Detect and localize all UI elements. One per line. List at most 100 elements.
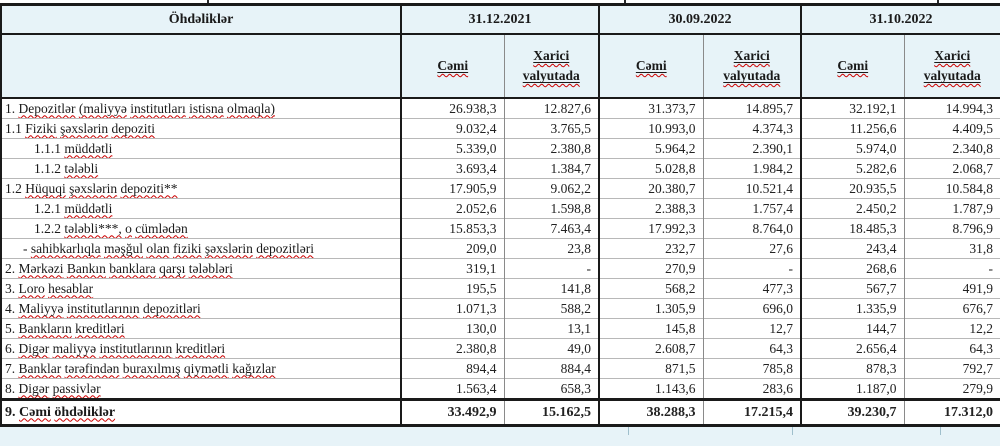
cell-value: 1.984,2	[702, 158, 801, 179]
table-title: Öhdəliklər	[1, 4, 401, 35]
subcolumn-header-total: Cəmi	[400, 34, 504, 99]
cell-value: 144,7	[800, 318, 904, 339]
table-row: 1.1.1 müddətli 5.339,0 2.380,8 5.964,2 2…	[1, 138, 1000, 159]
subcolumn-header-total: Cəmi	[800, 34, 904, 99]
cell-value: 871,5	[598, 358, 703, 379]
row-label: 6. Digər maliyyə institutlarının kreditl…	[1, 338, 401, 359]
row-label: 2. Mərkəzi Bankın banklara qarşı tələblə…	[1, 258, 401, 279]
cell-value: 1.071,3	[400, 298, 504, 319]
row-label: 8. Digər passivlər	[1, 378, 401, 400]
total-row: 9. Cəmi öhdəliklər 33.492,9 15.162,5 38.…	[1, 398, 1000, 426]
cell-value: 11.256,6	[800, 118, 904, 139]
cell-value: 2.608,7	[598, 338, 703, 359]
table-row: 3. Loro hesablar 195,5 141,8 568,2 477,3…	[1, 278, 1000, 299]
cell-value: 268,6	[800, 258, 904, 279]
cell-value: 2.340,8	[903, 138, 1000, 159]
cell-value: 2.052,6	[400, 198, 504, 219]
period-header: 31.12.2021	[400, 4, 599, 35]
subcolumn-header-foreign: Xarici valyutada	[702, 34, 801, 99]
table-row: 4. Maliyyə institutlarının depozitləri 1…	[1, 298, 1000, 319]
table-row: 1.2.1 müddətli 2.052,6 1.598,8 2.388,3 1…	[1, 198, 1000, 219]
cell-value: 14.994,3	[903, 97, 1000, 119]
row-label: 1.2.2 tələbli***, o cümlədən	[1, 218, 401, 239]
table-row: 1.2.2 tələbli***, o cümlədən 15.853,3 7.…	[1, 218, 1000, 239]
cell-value: 49,0	[503, 338, 599, 359]
cell-value: 884,4	[503, 358, 599, 379]
empty-header-cell	[1, 34, 401, 99]
cell-value: 12,7	[702, 318, 801, 339]
cell-value: 1.598,8	[503, 198, 599, 219]
cell-value: 141,8	[503, 278, 599, 299]
cell-value: 9.062,2	[503, 178, 599, 199]
period-header: 31.10.2022	[800, 4, 1000, 35]
table-row: 1.1.2 tələbli 3.693,4 1.384,7 5.028,8 1.…	[1, 158, 1000, 179]
cell-value: 477,3	[702, 278, 801, 299]
cell-value: 568,2	[598, 278, 703, 299]
cell-value: 319,1	[400, 258, 504, 279]
cell-value: 5.964,2	[598, 138, 703, 159]
cell-value: 243,4	[800, 238, 904, 259]
cell-value: 26.938,3	[400, 97, 504, 119]
table-body: 1. Depozitlər (maliyyə institutları isti…	[1, 97, 1000, 400]
cell-value: 14.895,7	[702, 97, 801, 119]
cropped-content-below	[0, 427, 1000, 446]
row-label: - sahibkarlıqla məşğul olan fiziki şəxsl…	[1, 238, 401, 259]
total-row-label: 9. Cəmi öhdəliklər	[1, 398, 401, 426]
row-label: 1.1 Fiziki şəxslərin depoziti	[1, 118, 401, 139]
cell-value: 18.485,3	[800, 218, 904, 239]
cell-value: 9.032,4	[400, 118, 504, 139]
cell-value: 31,8	[903, 238, 1000, 259]
cell-value: 12,2	[903, 318, 1000, 339]
cell-value: 130,0	[400, 318, 504, 339]
liabilities-table: Öhdəliklər 31.12.2021 30.09.2022 31.10.2…	[0, 3, 1000, 427]
cell-value: 5.974,0	[800, 138, 904, 159]
row-label: 1.2 Hüquqi şəxslərin depoziti**	[1, 178, 401, 199]
cell-value: 792,7	[903, 358, 1000, 379]
cell-value: 8.796,9	[903, 218, 1000, 239]
cell-value: 1.563,4	[400, 378, 504, 400]
row-label: 4. Maliyyə institutlarının depozitləri	[1, 298, 401, 319]
table-border-artifact	[207, 0, 209, 3]
cell-value: 8.764,0	[702, 218, 801, 239]
cell-value: 676,7	[903, 298, 1000, 319]
cell-value: 17.992,3	[598, 218, 703, 239]
cell-value: 5.028,8	[598, 158, 703, 179]
subcolumn-header-foreign: Xarici valyutada	[503, 34, 599, 99]
row-label: 1.1.1 müddətli	[1, 138, 401, 159]
cell-value: 12.827,6	[503, 97, 599, 119]
cell-value: 64,3	[903, 338, 1000, 359]
cell-value: 1.757,4	[702, 198, 801, 219]
cell-value: 64,3	[702, 338, 801, 359]
row-label: 3. Loro hesablar	[1, 278, 401, 299]
table-border-artifact	[937, 0, 939, 3]
cell-value: 4.409,5	[903, 118, 1000, 139]
cell-value: 2.656,4	[800, 338, 904, 359]
table-row: 1. Depozitlər (maliyyə institutları isti…	[1, 97, 1000, 119]
cell-value: 17.215,4	[702, 398, 801, 426]
cell-value: 27,6	[702, 238, 801, 259]
cell-value: 696,0	[702, 298, 801, 319]
cell-value: 15.853,3	[400, 218, 504, 239]
cell-value: 785,8	[702, 358, 801, 379]
cell-value: 195,5	[400, 278, 504, 299]
cell-value: 145,8	[598, 318, 703, 339]
cell-value: 32.192,1	[800, 97, 904, 119]
cell-value: 1.384,7	[503, 158, 599, 179]
cell-value: 20.380,7	[598, 178, 703, 199]
cell-value: 658,3	[503, 378, 599, 400]
table-row: 6. Digər maliyyə institutlarının kreditl…	[1, 338, 1000, 359]
cropped-content-above	[0, 0, 1000, 3]
cell-value: 4.374,3	[702, 118, 801, 139]
cell-value: 1.787,9	[903, 198, 1000, 219]
table-border-artifact	[940, 427, 941, 435]
subcolumn-header-foreign: Xarici valyutada	[903, 34, 1000, 99]
cell-value: -	[503, 258, 599, 279]
cell-value: 2.450,2	[800, 198, 904, 219]
cell-value: 23,8	[503, 238, 599, 259]
row-label: 1. Depozitlər (maliyyə institutları isti…	[1, 97, 401, 119]
cell-value: 3.693,4	[400, 158, 504, 179]
cell-value: 7.463,4	[503, 218, 599, 239]
cell-value: 1.335,9	[800, 298, 904, 319]
cell-value: 2.390,1	[702, 138, 801, 159]
cell-value: 5.339,0	[400, 138, 504, 159]
